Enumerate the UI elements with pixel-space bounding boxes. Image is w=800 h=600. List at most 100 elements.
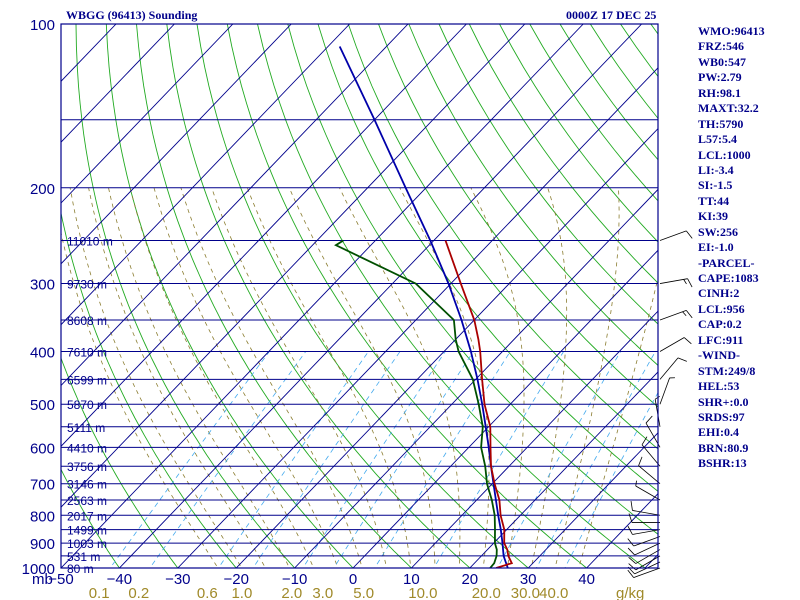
wind-barb-flag xyxy=(627,569,635,578)
pressure-tick-label: 100 xyxy=(30,17,55,34)
pressure-tick-label: 1000 xyxy=(22,561,55,578)
wind-barb-staff xyxy=(634,542,661,556)
wind-barb-half-flag xyxy=(682,311,687,317)
wind-barb xyxy=(659,337,692,352)
mixing-ratio-line xyxy=(535,351,656,568)
wind-barb-flag xyxy=(683,337,692,345)
index-item: -PARCEL- xyxy=(698,255,755,270)
wind-barb xyxy=(630,500,661,516)
wind-barb-flag xyxy=(628,556,637,564)
height-label: 9730 m xyxy=(67,278,107,292)
height-label: 2563 m xyxy=(67,494,107,508)
dry-adiabat xyxy=(226,24,588,568)
wind-barb xyxy=(627,567,661,578)
index-item: HEL:53 xyxy=(698,379,740,394)
index-item: KI:39 xyxy=(698,209,728,224)
height-label: 5111 m xyxy=(67,421,105,435)
wind-barb-flag xyxy=(677,357,687,362)
index-item: LCL:1000 xyxy=(698,147,751,162)
wind-barb-staff xyxy=(659,230,687,241)
index-item: LI:-3.4 xyxy=(698,162,734,177)
isotherm xyxy=(61,24,175,143)
index-item: STM:249/8 xyxy=(698,363,756,378)
index-item: L57:5.4 xyxy=(698,132,737,147)
isotherm xyxy=(235,127,658,568)
pressure-unit-label: mb xyxy=(32,571,53,588)
wind-barb-flag xyxy=(645,415,653,424)
mixing-ratio-line xyxy=(217,351,369,568)
mixing-ratio-label: 10.0 xyxy=(408,585,437,600)
wind-barb xyxy=(627,542,661,556)
dry-adiabat xyxy=(166,24,471,568)
wind-barb-staff xyxy=(638,465,661,485)
index-item: LCL:956 xyxy=(698,301,745,316)
index-item: BRN:80.9 xyxy=(698,440,749,455)
wind-barb xyxy=(641,436,661,467)
moist-adiabat xyxy=(61,230,219,568)
index-item: TT:44 xyxy=(698,193,730,208)
pressure-tick-label: 500 xyxy=(30,397,55,414)
mixing-ratio-unit: g/kg xyxy=(616,585,644,600)
index-item: EHI:0.4 xyxy=(698,425,740,440)
wind-barb-staff xyxy=(659,337,685,352)
wind-barb-staff xyxy=(659,377,670,405)
pressure-tick-label: 300 xyxy=(30,277,55,294)
wind-barb-staff xyxy=(632,529,661,535)
index-item: PW:2.79 xyxy=(698,70,742,85)
index-item: MAXT:32.2 xyxy=(698,101,759,116)
wind-barb-staff xyxy=(632,510,661,516)
station-title: WBGG (96413) Sounding xyxy=(66,8,198,22)
mixing-ratio-line xyxy=(496,351,621,568)
sounding-indices: WMO:96413 FRZ:546 WB0:547 PW:2.79 RH:98.1 MAX… xyxy=(698,24,765,472)
sounding-profiles xyxy=(334,46,514,568)
isotherm xyxy=(61,24,409,387)
isotherm xyxy=(586,492,658,568)
pressure-tick-label: 400 xyxy=(30,345,55,362)
mixing-ratio-line xyxy=(252,351,401,568)
temperature-tick-label: −50 xyxy=(48,571,73,588)
wind-barb xyxy=(635,480,661,501)
mixing-ratio-label: 30.0 xyxy=(511,585,540,600)
temperature-tick-label: 30 xyxy=(520,571,537,588)
isotherm xyxy=(61,24,584,568)
height-label: 8608 m xyxy=(67,314,107,328)
index-item: CAPE:1083 xyxy=(698,271,759,285)
wind-barb xyxy=(627,525,661,535)
isotherm xyxy=(61,24,350,326)
mixing-ratio-line xyxy=(433,351,564,568)
temperature-trace xyxy=(444,240,514,568)
pressure-tick-label: 900 xyxy=(30,536,55,553)
wind-barb-flag xyxy=(685,230,693,239)
index-item: CAP:0.2 xyxy=(698,317,742,332)
temperature-tick-label: 20 xyxy=(461,571,478,588)
dry-adiabat xyxy=(408,24,658,366)
mixing-ratio-line xyxy=(333,351,474,568)
dry-adiabat xyxy=(589,24,658,120)
dewpoint-trace xyxy=(334,239,498,568)
wind-barb-flag xyxy=(685,310,693,319)
isotherm xyxy=(119,24,642,568)
index-item: -WIND- xyxy=(698,348,740,363)
wind-barb xyxy=(659,310,693,321)
mixing-ratio-label: 20.0 xyxy=(472,585,501,600)
dry-adiabat xyxy=(772,24,800,580)
wind-barb xyxy=(659,278,693,288)
dry-adiabat xyxy=(61,356,179,568)
valid-time: 0000Z 17 DEC 25 xyxy=(566,8,657,22)
height-label: 1499 m xyxy=(67,524,107,538)
parcel-trace xyxy=(338,46,509,568)
wind-barb xyxy=(659,377,675,405)
dry-adiabat xyxy=(196,24,529,568)
height-label: 3146 m xyxy=(67,478,107,492)
temperature-tick-label: −10 xyxy=(282,571,307,588)
mixing-ratio-label: 0.2 xyxy=(128,585,149,600)
pressure-tick-label: 800 xyxy=(30,508,55,525)
height-label: 7610 m xyxy=(67,346,107,360)
plot-frame xyxy=(60,23,659,569)
index-item: SHR+:0.0 xyxy=(698,394,749,409)
temperature-tick-label: 10 xyxy=(403,571,420,588)
height-label: 531 m xyxy=(67,550,100,564)
mixing-ratio-label: 0.6 xyxy=(197,585,218,600)
mixing-ratio-label: 5.0 xyxy=(353,585,374,600)
